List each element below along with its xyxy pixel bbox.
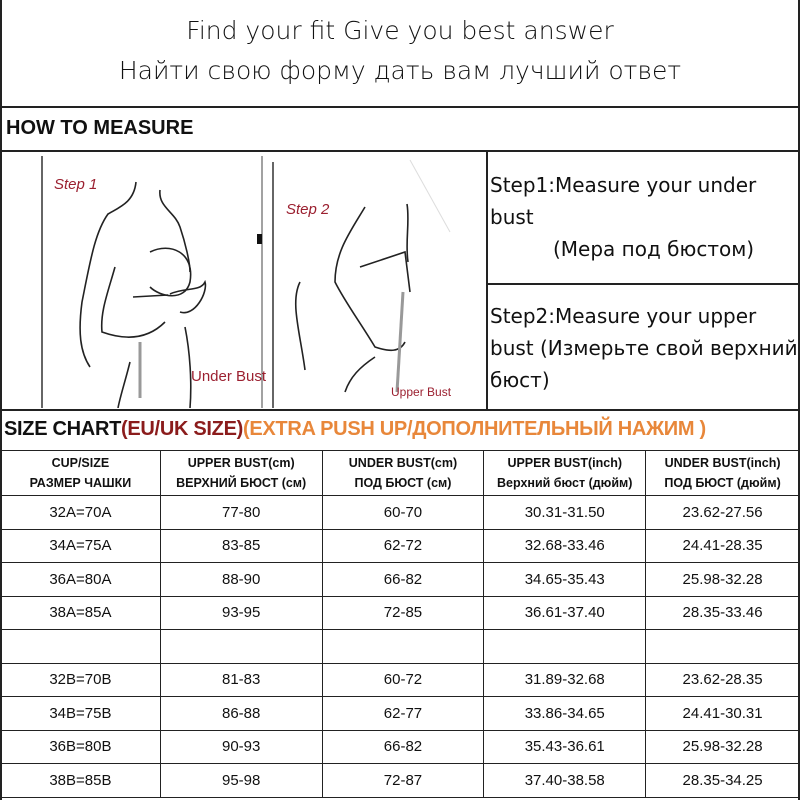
- table-cell: 35.43-36.61: [483, 729, 647, 764]
- table-cell: [159, 629, 323, 664]
- table-cell: 81-83: [159, 662, 323, 697]
- table-cell: 34.65-35.43: [483, 562, 647, 597]
- header-ru: ПОД БЮСТ (дюйм): [664, 476, 781, 490]
- divider: [0, 106, 800, 108]
- header-en: CUP/SIZE: [51, 456, 110, 470]
- table-cell: 77-80: [159, 495, 323, 530]
- title-ru: Найти свою форму дать вам лучший ответ: [118, 56, 682, 85]
- table-cell: 28.35-34.25: [645, 763, 800, 798]
- table-cell: 36.61-37.40: [483, 595, 647, 630]
- table-cell: 83-85: [159, 528, 323, 563]
- table-cell: 72-87: [321, 763, 485, 798]
- step1-en: Step1:Measure your under bust: [490, 173, 757, 229]
- table-row: 38B=85B 95-98 72-87 37.40-38.58 28.35-34.25: [0, 763, 800, 798]
- divider: [0, 150, 800, 152]
- title-part-push-up: (EXTRA PUSH UP/ДОПОЛНИТЕЛЬНЫЙ НАЖИМ ): [242, 418, 706, 440]
- table-row: 34A=75A 83-85 62-72 32.68-33.46 24.41-28.35: [0, 528, 800, 563]
- table-cell: 34A=75A: [0, 528, 161, 563]
- under-bust-illus-label: Under Bust: [191, 368, 267, 385]
- table-cell: 62-72: [321, 528, 485, 563]
- column-header: CUP/SIZE РАЗМЕР ЧАШКИ: [0, 450, 161, 496]
- table-cell: 32.68-33.46: [483, 528, 647, 563]
- header-ru: Верхний бюст (дюйм): [497, 476, 633, 490]
- table-cell: 62-77: [321, 696, 485, 731]
- size-chart-title: SIZE CHART(EU/UK SIZE)(EXTRA PUSH UP/ДОП…: [4, 418, 706, 441]
- table-cell: 30.31-31.50: [483, 495, 647, 530]
- table-cell: 66-82: [321, 562, 485, 597]
- divider: [486, 283, 800, 285]
- header-ru: ВЕРХНИЙ БЮСТ (см): [176, 476, 307, 490]
- header-en: UPPER BUST(inch): [507, 456, 623, 470]
- upper-bust-illus-label: Upper Bust: [391, 385, 452, 399]
- table-cell: 38B=85B: [0, 763, 161, 798]
- table-cell: 28.35-33.46: [645, 595, 800, 630]
- step2-text: Step2:Measure your upper bust (Измерьте …: [490, 304, 798, 392]
- table-cell: [645, 629, 800, 664]
- table-cell: 95-98: [159, 763, 323, 798]
- table-cell: 23.62-28.35: [645, 662, 800, 697]
- header-en: UPPER BUST(cm): [187, 456, 295, 470]
- table-cell: 31.89-32.68: [483, 662, 647, 697]
- step1-illus-label: Step 1: [54, 176, 98, 193]
- table-row: 36B=80B 90-93 66-82 35.43-36.61 25.98-32.28: [0, 729, 800, 764]
- table-cell: 32B=70B: [0, 662, 161, 697]
- header-en: UNDER BUST(cm): [348, 456, 458, 470]
- table-cell: 90-93: [159, 729, 323, 764]
- header-ru: РАЗМЕР ЧАШКИ: [29, 476, 132, 490]
- step1-ru: (Мера под бюстом): [553, 237, 755, 261]
- table-row: [0, 629, 800, 664]
- title-part-eu-uk: (EU/UK SIZE): [121, 418, 243, 440]
- table-cell: 24.41-30.31: [645, 696, 800, 731]
- column-header: UPPER BUST(inch) Верхний бюст (дюйм): [483, 450, 647, 496]
- table-cell: 86-88: [159, 696, 323, 731]
- table-cell: 60-70: [321, 495, 485, 530]
- column-header: UNDER BUST(inch) ПОД БЮСТ (дюйм): [645, 450, 800, 496]
- table-cell: 23.62-27.56: [645, 495, 800, 530]
- step2-illus-label: Step 2: [286, 201, 330, 218]
- how-to-measure-heading: HOW TO MEASURE: [6, 117, 194, 139]
- table-cell: 36A=80A: [0, 562, 161, 597]
- table-row: 34B=75B 86-88 62-77 33.86-34.65 24.41-30.31: [0, 696, 800, 731]
- table-row: 38A=85A 93-95 72-85 36.61-37.40 28.35-33.46: [0, 595, 800, 630]
- header-ru: ПОД БЮСТ (см): [354, 476, 452, 490]
- divider: [486, 150, 488, 410]
- table-cell: 24.41-28.35: [645, 528, 800, 563]
- measurement-illustration: [41, 156, 451, 408]
- table-cell: 32A=70A: [0, 495, 161, 530]
- table-cell: 60-72: [321, 662, 485, 697]
- table-cell: [483, 629, 647, 664]
- table-cell: 88-90: [159, 562, 323, 597]
- table-cell: 36B=80B: [0, 729, 161, 764]
- table-cell: 33.86-34.65: [483, 696, 647, 731]
- table-cell: 66-82: [321, 729, 485, 764]
- table-cell: [0, 629, 161, 664]
- table-row: 36A=80A 88-90 66-82 34.65-35.43 25.98-32.28: [0, 562, 800, 597]
- table-row: 32A=70A 77-80 60-70 30.31-31.50 23.62-27.56: [0, 495, 800, 530]
- column-header: UNDER BUST(cm) ПОД БЮСТ (см): [321, 450, 485, 496]
- title-en: Find your fit Give you best answer: [186, 16, 614, 45]
- title-part: SIZE CHART: [4, 418, 122, 440]
- step1-text: Step1:Measure your under bust (Мера под …: [490, 169, 790, 265]
- table-cell: 25.98-32.28: [645, 562, 800, 597]
- table-cell: 72-85: [321, 595, 485, 630]
- table-cell: [321, 629, 485, 664]
- table-cell: 38A=85A: [0, 595, 161, 630]
- size-table: CUP/SIZE РАЗМЕР ЧАШКИ UPPER BUST(cm) ВЕРХНИ…: [0, 450, 800, 798]
- table-cell: 93-95: [159, 595, 323, 630]
- divider: [0, 409, 800, 411]
- table-cell: 34B=75B: [0, 696, 161, 731]
- column-header: UPPER BUST(cm) ВЕРХНИЙ БЮСТ (см): [159, 450, 323, 496]
- table-cell: 37.40-38.58: [483, 763, 647, 798]
- header-en: UNDER BUST(inch): [664, 456, 781, 470]
- table-row: 32B=70B 81-83 60-72 31.89-32.68 23.62-28.35: [0, 662, 800, 697]
- table-cell: 25.98-32.28: [645, 729, 800, 764]
